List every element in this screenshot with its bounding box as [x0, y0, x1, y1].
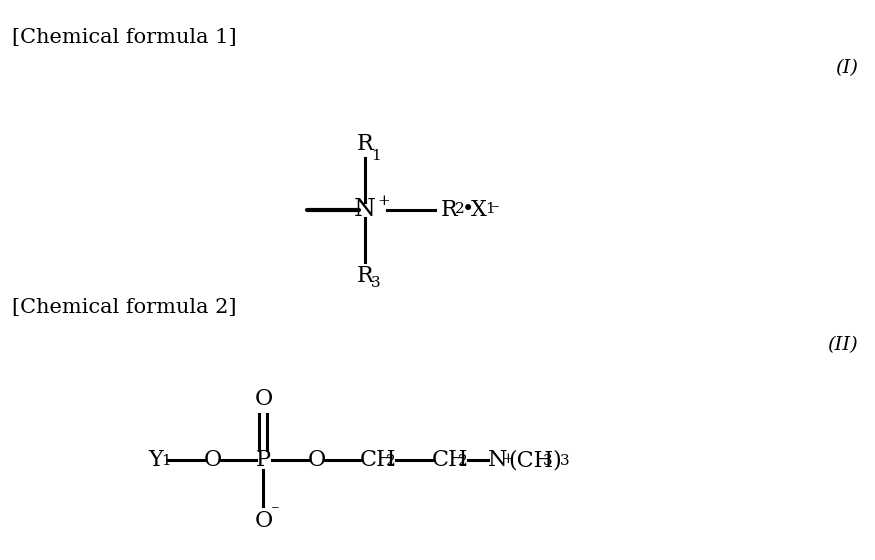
Text: [Chemical formula 2]: [Chemical formula 2]: [12, 298, 236, 317]
Text: P: P: [256, 449, 271, 471]
Text: N: N: [354, 198, 376, 222]
Text: •: •: [462, 200, 474, 220]
Text: ⁻: ⁻: [491, 202, 500, 219]
Text: +: +: [377, 194, 389, 208]
Text: Y: Y: [148, 449, 163, 471]
Text: (II): (II): [827, 336, 858, 354]
Text: 1: 1: [485, 202, 494, 216]
Text: CH: CH: [360, 449, 396, 471]
Text: 2: 2: [386, 454, 396, 468]
Text: O: O: [255, 388, 273, 410]
Text: O: O: [308, 449, 326, 471]
Text: R: R: [441, 199, 458, 221]
Text: 3: 3: [371, 276, 381, 290]
Text: 2: 2: [455, 202, 465, 216]
Text: (I): (I): [835, 59, 858, 77]
Text: 3: 3: [560, 454, 570, 468]
Text: ): ): [552, 449, 561, 471]
Text: 2: 2: [458, 454, 468, 468]
Text: O: O: [204, 449, 222, 471]
Text: R: R: [357, 265, 374, 287]
Text: 3: 3: [543, 454, 553, 468]
Text: (CH: (CH: [508, 449, 553, 471]
Text: 1: 1: [161, 454, 171, 468]
Text: CH: CH: [432, 449, 468, 471]
Text: R: R: [357, 133, 374, 155]
Text: X: X: [471, 199, 487, 221]
Text: [Chemical formula 1]: [Chemical formula 1]: [12, 28, 236, 47]
Text: ⁻: ⁻: [271, 503, 280, 520]
Text: 1: 1: [371, 149, 381, 163]
Text: +: +: [501, 452, 514, 466]
Text: N: N: [488, 449, 508, 471]
Text: O: O: [255, 510, 273, 532]
